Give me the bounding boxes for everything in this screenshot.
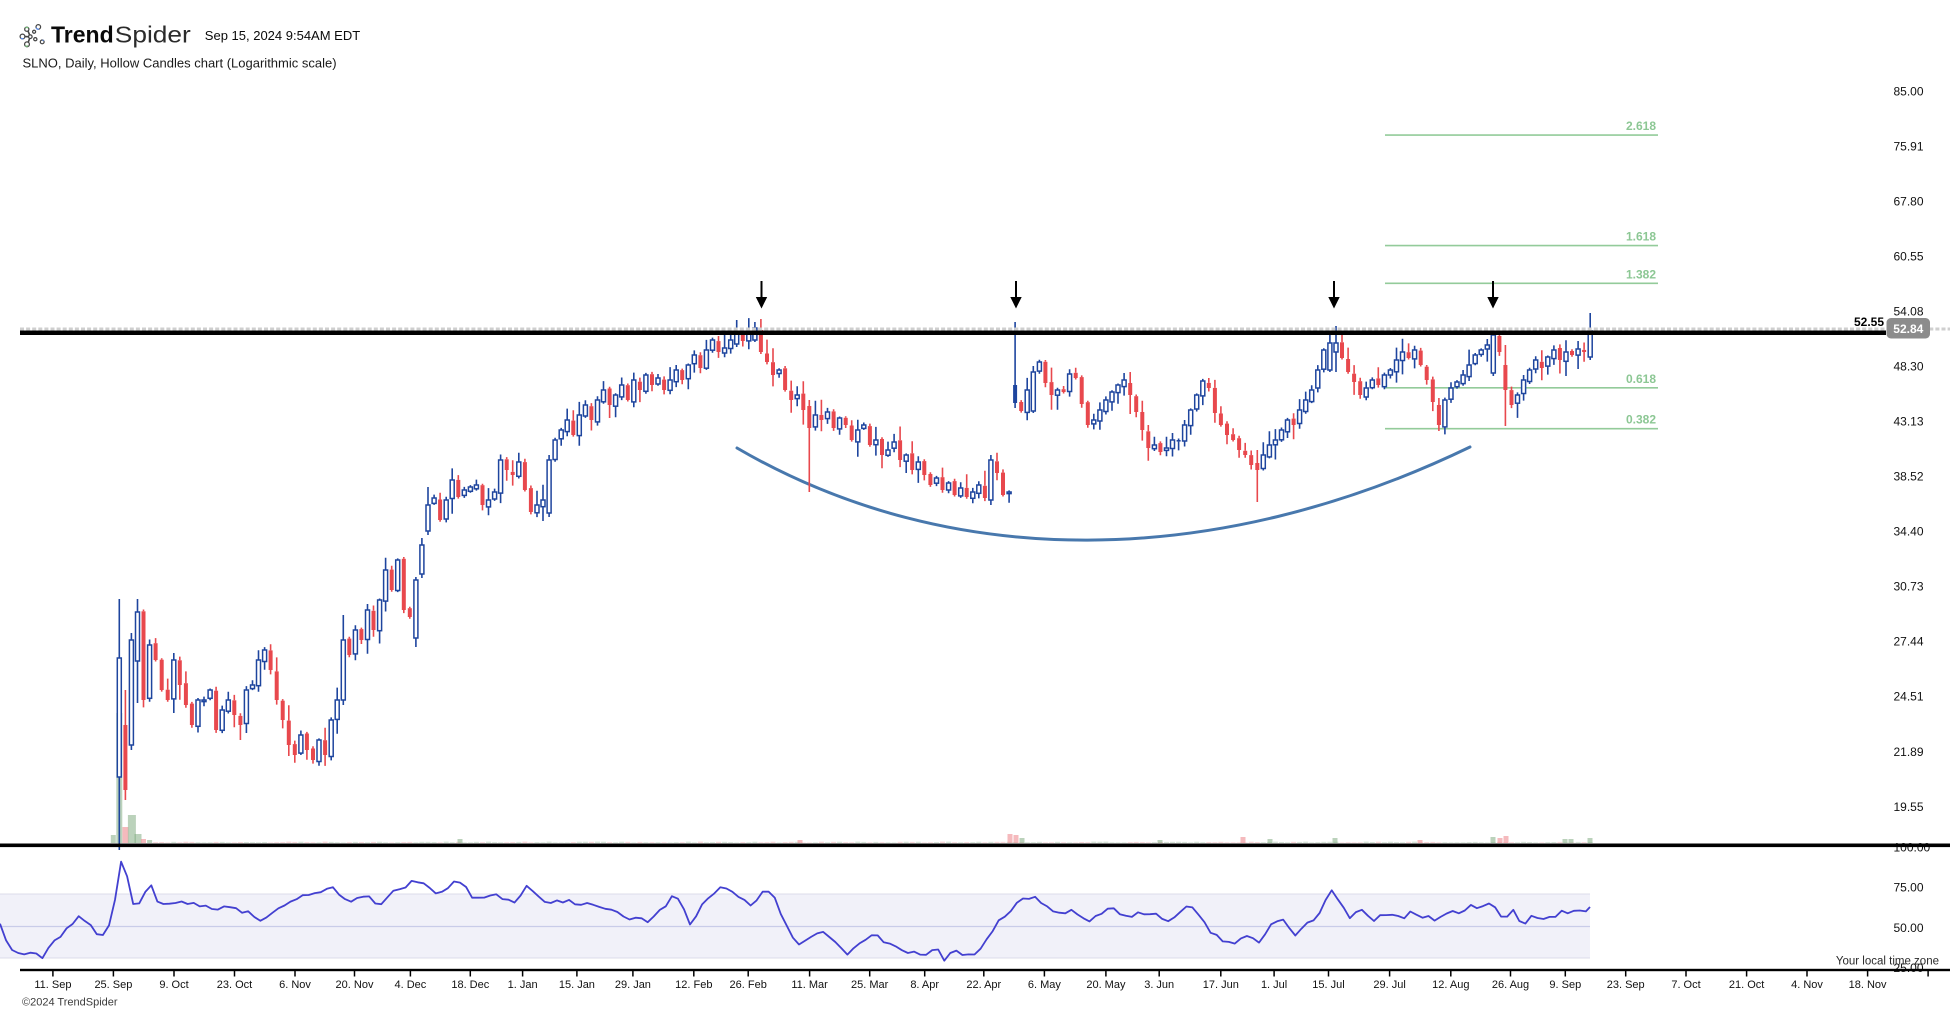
svg-text:67.80: 67.80 xyxy=(1894,194,1924,208)
svg-text:8. Apr: 8. Apr xyxy=(910,979,939,991)
svg-text:18. Dec: 18. Dec xyxy=(451,979,489,991)
svg-text:19.55: 19.55 xyxy=(1894,800,1924,814)
svg-text:52.84: 52.84 xyxy=(1893,322,1923,336)
svg-text:50.00: 50.00 xyxy=(1894,921,1924,935)
svg-text:43.13: 43.13 xyxy=(1894,415,1924,429)
svg-text:©2024 TrendSpider: ©2024 TrendSpider xyxy=(22,997,118,1009)
svg-text:25. Sep: 25. Sep xyxy=(94,979,132,991)
svg-text:75.91: 75.91 xyxy=(1894,139,1924,153)
svg-text:60.55: 60.55 xyxy=(1894,249,1924,263)
svg-text:11. Mar: 11. Mar xyxy=(791,979,828,991)
svg-text:26. Aug: 26. Aug xyxy=(1492,979,1529,991)
svg-text:12. Feb: 12. Feb xyxy=(675,979,712,991)
svg-text:26. Feb: 26. Feb xyxy=(730,979,767,991)
svg-text:48.30: 48.30 xyxy=(1894,360,1924,374)
svg-text:34.40: 34.40 xyxy=(1894,525,1924,539)
svg-text:20. Nov: 20. Nov xyxy=(336,979,374,991)
svg-text:17. Jun: 17. Jun xyxy=(1203,979,1239,991)
svg-text:6. May: 6. May xyxy=(1028,979,1062,991)
svg-text:9. Sep: 9. Sep xyxy=(1549,979,1581,991)
svg-text:3. Jun: 3. Jun xyxy=(1144,979,1174,991)
svg-text:4. Nov: 4. Nov xyxy=(1791,979,1823,991)
svg-text:25. Mar: 25. Mar xyxy=(851,979,889,991)
svg-text:Trend: Trend xyxy=(51,22,114,48)
svg-text:15. Jul: 15. Jul xyxy=(1312,979,1344,991)
svg-text:Spider: Spider xyxy=(115,22,191,48)
svg-text:15. Jan: 15. Jan xyxy=(559,979,595,991)
svg-text:18. Nov: 18. Nov xyxy=(1849,979,1887,991)
svg-text:0.618: 0.618 xyxy=(1626,372,1656,386)
svg-text:30.73: 30.73 xyxy=(1894,580,1924,594)
svg-text:23. Sep: 23. Sep xyxy=(1607,979,1645,991)
svg-text:27.44: 27.44 xyxy=(1894,635,1924,649)
svg-text:21.89: 21.89 xyxy=(1894,745,1924,759)
svg-text:Your local time zone: Your local time zone xyxy=(1836,956,1939,968)
svg-text:75.00: 75.00 xyxy=(1894,881,1924,895)
svg-text:85.00: 85.00 xyxy=(1894,84,1924,98)
svg-text:23. Oct: 23. Oct xyxy=(217,979,252,991)
svg-text:24.51: 24.51 xyxy=(1894,690,1924,704)
svg-text:29. Jul: 29. Jul xyxy=(1373,979,1405,991)
svg-text:21. Oct: 21. Oct xyxy=(1729,979,1764,991)
svg-text:SLNO, Daily, Hollow Candles ch: SLNO, Daily, Hollow Candles chart (Logar… xyxy=(23,56,337,71)
svg-text:20. May: 20. May xyxy=(1086,979,1126,991)
svg-text:25.00: 25.00 xyxy=(1894,961,1924,975)
svg-text:9. Oct: 9. Oct xyxy=(159,979,188,991)
svg-text:Sep 15, 2024 9:54AM EDT: Sep 15, 2024 9:54AM EDT xyxy=(205,28,360,43)
svg-text:11. Sep: 11. Sep xyxy=(34,979,71,991)
svg-text:0.382: 0.382 xyxy=(1626,413,1656,427)
svg-text:6. Nov: 6. Nov xyxy=(279,979,311,991)
svg-text:38.52: 38.52 xyxy=(1894,470,1924,484)
svg-text:1.618: 1.618 xyxy=(1626,230,1656,244)
svg-text:12. Aug: 12. Aug xyxy=(1432,979,1469,991)
svg-text:54.08: 54.08 xyxy=(1894,305,1924,319)
svg-text:1. Jan: 1. Jan xyxy=(508,979,538,991)
svg-text:1.382: 1.382 xyxy=(1626,267,1656,281)
svg-text:1. Jul: 1. Jul xyxy=(1261,979,1287,991)
svg-text:22. Apr: 22. Apr xyxy=(966,979,1001,991)
svg-text:52.55: 52.55 xyxy=(1854,315,1884,329)
svg-text:2.618: 2.618 xyxy=(1626,119,1656,133)
svg-text:100.00: 100.00 xyxy=(1894,840,1931,854)
svg-text:4. Dec: 4. Dec xyxy=(395,979,427,991)
svg-text:29. Jan: 29. Jan xyxy=(615,979,651,991)
svg-text:7. Oct: 7. Oct xyxy=(1671,979,1700,991)
